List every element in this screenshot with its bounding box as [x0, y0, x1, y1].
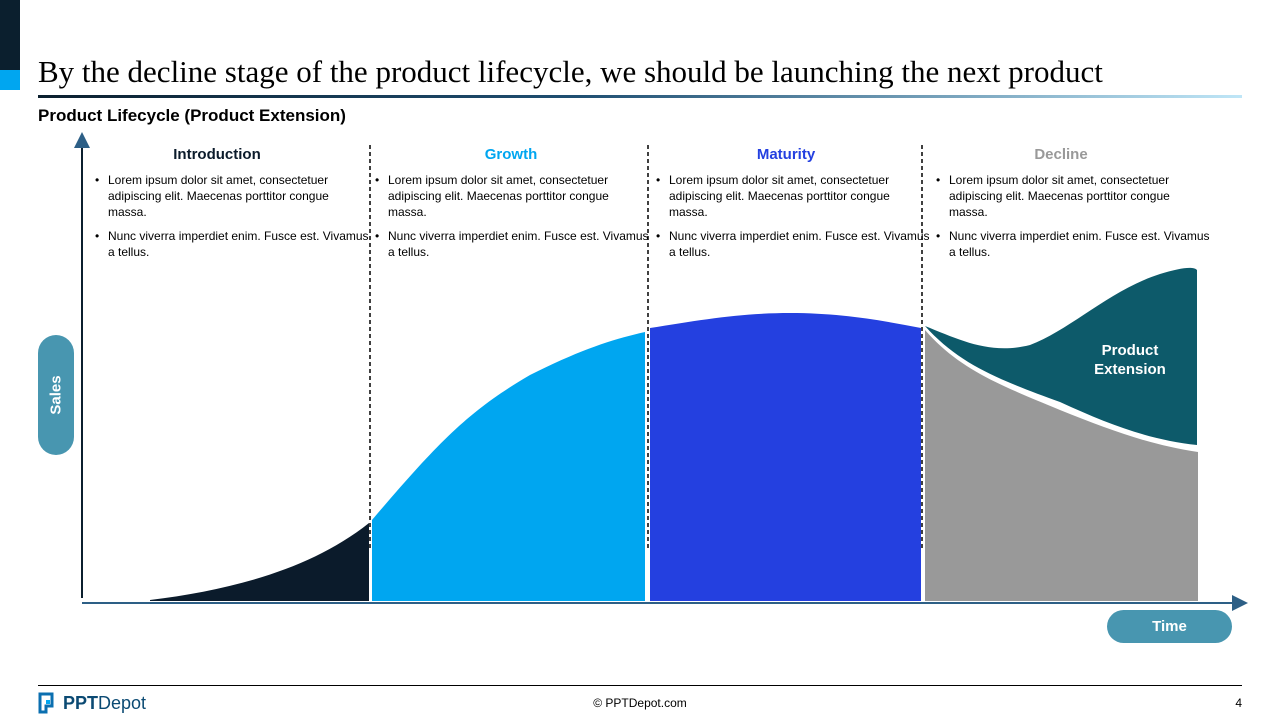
list-item: Nunc viverra imperdiet enim. Fusce est. … [656, 228, 931, 260]
growth-area [372, 332, 645, 601]
slide-title: By the decline stage of the product life… [38, 54, 1103, 89]
decline-area [925, 330, 1198, 601]
footer-logo: PPTDepot [38, 690, 146, 716]
pptdepot-logo-icon [38, 692, 54, 714]
list-item: Lorem ipsum dolor sit amet, consectetuer… [936, 172, 1211, 220]
time-axis-label: Time [1107, 610, 1232, 643]
product-extension-label: Product Extension [1094, 342, 1166, 378]
corner-accent-dark [0, 0, 20, 70]
copyright-text: © PPTDepot.com [593, 696, 687, 710]
title-underline [38, 95, 1242, 98]
stage-title-introduction: Introduction [173, 146, 261, 163]
page-number: 4 [1235, 696, 1242, 710]
sales-axis-label: Sales [38, 335, 74, 455]
growth-bullets: Lorem ipsum dolor sit amet, consectetuer… [374, 172, 650, 268]
list-item: Lorem ipsum dolor sit amet, consectetuer… [95, 172, 370, 220]
stage-title-maturity: Maturity [756, 146, 816, 163]
footer-divider [38, 685, 1242, 686]
list-item: Nunc viverra imperdiet enim. Fusce est. … [375, 228, 650, 260]
list-item: Lorem ipsum dolor sit amet, consectetuer… [656, 172, 931, 220]
sales-label-text: Sales [47, 375, 65, 415]
slide-subtitle: Product Lifecycle (Product Extension) [38, 106, 346, 125]
stage-title-decline: Decline [1034, 146, 1088, 163]
logo-text-bold: PPT [63, 692, 99, 713]
decline-bullets: Lorem ipsum dolor sit amet, consectetuer… [935, 172, 1211, 268]
maturity-area [650, 313, 921, 601]
product-extension-area [925, 267, 1197, 445]
list-item: Nunc viverra imperdiet enim. Fusce est. … [95, 228, 370, 260]
maturity-bullets: Lorem ipsum dolor sit amet, consectetuer… [655, 172, 931, 268]
introduction-area [150, 523, 369, 601]
logo-text-regular: Depot [98, 692, 147, 713]
introduction-bullets: Lorem ipsum dolor sit amet, consectetuer… [94, 172, 370, 268]
corner-accent-light [0, 70, 20, 90]
list-item: Lorem ipsum dolor sit amet, consectetuer… [375, 172, 650, 220]
list-item: Nunc viverra imperdiet enim. Fusce est. … [936, 228, 1211, 260]
stage-title-growth: Growth [484, 146, 538, 163]
